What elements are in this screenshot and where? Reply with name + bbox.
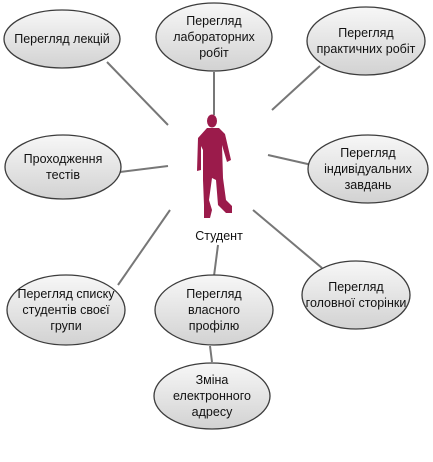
use-case-lectures: Перегляд лекцій	[3, 9, 121, 69]
use-case-label: адресу	[192, 405, 233, 419]
use-case-label: Перегляд	[338, 26, 394, 40]
connector-own-profile	[213, 244, 219, 277]
use-case-practical: Перегляд практичних робіт	[306, 6, 426, 76]
use-case-ellipse	[6, 274, 126, 346]
use-cases: Перегляд лекцій Перегляд лабораторних робіт…	[3, 2, 429, 430]
use-case-ellipse	[306, 6, 426, 76]
actor-label: Студент	[195, 229, 243, 243]
use-case-label: лабораторних	[173, 30, 255, 44]
use-case-ellipse	[155, 2, 273, 72]
connector-tests	[119, 165, 169, 173]
use-case-label: робіт	[199, 46, 229, 60]
use-case-label: головної сторінки	[306, 296, 407, 310]
use-case-label: профілю	[189, 319, 239, 333]
use-case-label: електронного	[173, 389, 251, 403]
use-case-label: Перегляд лекцій	[14, 32, 110, 46]
use-case-label: Перегляд	[186, 14, 242, 28]
use-case-label: студентів своєї	[22, 303, 110, 317]
use-case-tests: Проходження тестів	[4, 134, 122, 200]
connector-main-page	[252, 209, 323, 269]
use-case-label: тестів	[46, 168, 80, 182]
use-case-ellipse	[307, 134, 429, 204]
use-case-label: завдань	[345, 178, 392, 192]
use-case-label: Перегляд списку	[17, 287, 115, 301]
use-case-ellipse	[3, 9, 121, 69]
connector-lectures	[106, 61, 169, 126]
student-actor: Студент	[195, 114, 243, 243]
use-case-change-email: Зміна електронного адресу	[153, 362, 271, 430]
use-case-ellipse	[153, 362, 271, 430]
use-case-label: групи	[50, 319, 81, 333]
use-case-label: індивідуальних	[324, 162, 412, 176]
use-case-label: Зміна	[196, 373, 229, 387]
use-case-individual: Перегляд індивідуальних завдань	[307, 134, 429, 204]
connector-practical	[271, 65, 321, 111]
connector-change-email	[209, 345, 213, 363]
use-case-label: Перегляд	[340, 146, 396, 160]
use-case-label: Перегляд	[328, 280, 384, 294]
use-case-group-list: Перегляд списку студентів своєї групи	[6, 274, 126, 346]
use-case-ellipse	[4, 134, 122, 200]
use-case-ellipse	[301, 260, 411, 330]
use-case-main-page: Перегляд головної сторінки	[301, 260, 411, 330]
use-case-label: власного	[188, 303, 240, 317]
connector-group-list	[117, 209, 171, 286]
use-case-ellipse	[154, 274, 274, 346]
person-icon	[197, 114, 232, 218]
use-case-label: практичних робіт	[317, 42, 416, 56]
connectors	[106, 61, 323, 363]
use-case-label: Перегляд	[186, 287, 242, 301]
connector-individual	[267, 154, 313, 166]
use-case-label: Проходження	[24, 152, 103, 166]
use-case-labs: Перегляд лабораторних робіт	[155, 2, 273, 72]
use-case-own-profile: Перегляд власного профілю	[154, 274, 274, 346]
